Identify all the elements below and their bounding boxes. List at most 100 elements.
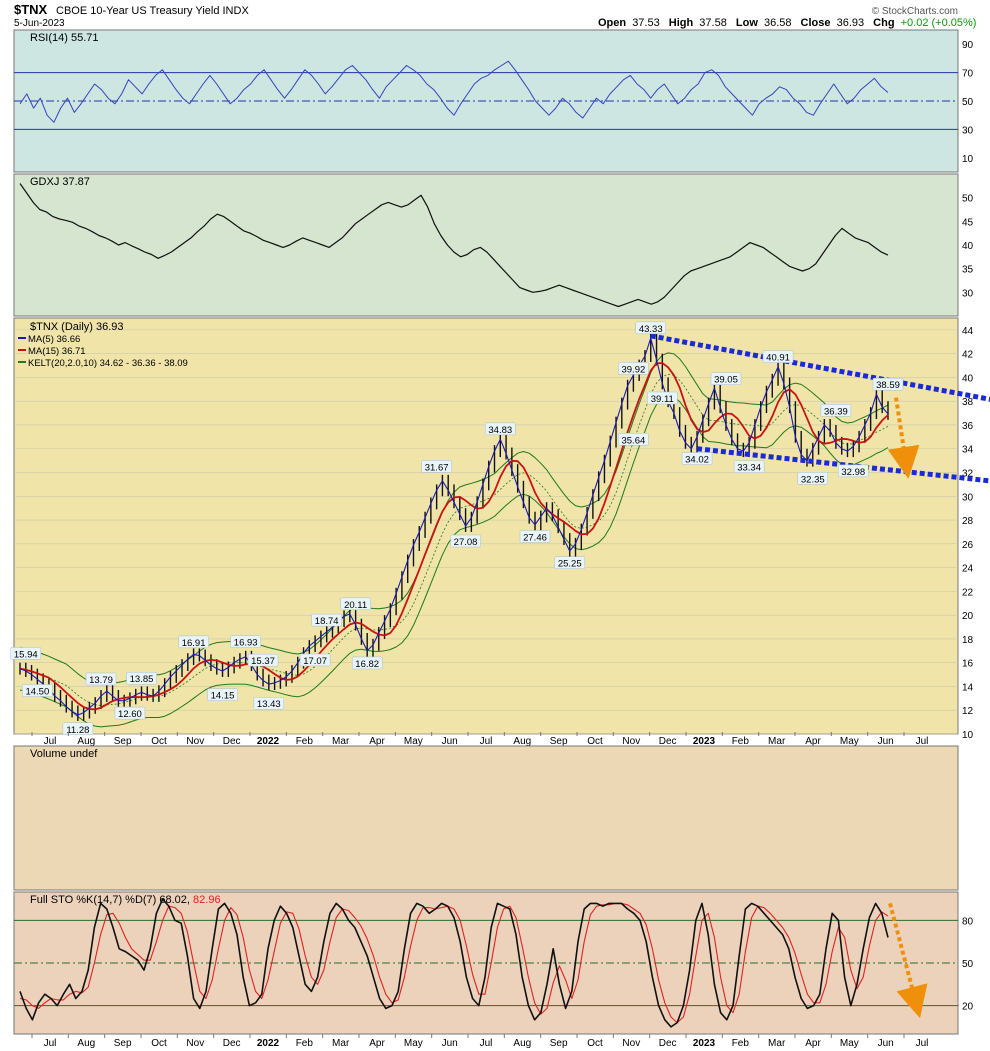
xaxis-top-label: 2022 (257, 736, 280, 747)
ma15-line (19, 362, 889, 711)
price-label-box (519, 530, 551, 543)
xaxis-bottom-label: Aug (513, 1038, 531, 1049)
xaxis-top-label: Oct (587, 736, 603, 747)
xaxis-bottom-label: Jul (480, 1038, 493, 1049)
price-label: 27.08 (454, 537, 478, 548)
tnx-series-legend: MA(15) 36.71 (28, 346, 86, 357)
close-value: 36.93 (837, 17, 865, 29)
xaxis-bottom-label: Apr (805, 1038, 821, 1049)
xaxis-bottom-label: Aug (77, 1038, 95, 1049)
price-label: 39.92 (621, 364, 645, 375)
tnx-axis-tick-label: 12 (962, 706, 974, 717)
price-label-box (340, 597, 371, 611)
tnx-axis-tick-label: 22 (962, 587, 974, 598)
xaxis-top-label: Dec (659, 736, 677, 747)
tnx-axis-tick-label: 24 (962, 564, 974, 575)
price-label-box (485, 422, 516, 436)
price-label-box (797, 472, 829, 485)
price-label-box (114, 706, 146, 720)
chg-label: Chg (873, 17, 894, 29)
xaxis-bottom-label: Apr (369, 1038, 385, 1049)
price-label-box (647, 391, 678, 405)
price-label-box (762, 350, 794, 363)
high-label: High (669, 17, 694, 29)
xaxis-top-label: May (840, 736, 859, 747)
tnx-axis-tick-label: 36 (962, 421, 974, 432)
price-label-box (178, 635, 209, 649)
xaxis-top-label: Feb (732, 736, 750, 747)
svg-text:Open 37.53 High: Open 37.53 High 37.58 Low 36.58 Close 36… (598, 17, 976, 29)
xaxis-top-label: Jun (442, 736, 458, 747)
xaxis-top-label: Apr (805, 736, 821, 747)
close-label: Close (801, 17, 831, 29)
tnx-axis-tick-label: 16 (962, 659, 974, 670)
sto-axis-tick-label: 80 (962, 916, 974, 927)
gdxj-panel-background (13, 173, 959, 317)
price-label: 43.33 (639, 324, 663, 335)
tnx-axis-tick-label: 44 (962, 326, 974, 337)
ohlc-readout: Open 37.53 High 37.58 Low 36.58 Close 36… (598, 17, 976, 29)
price-label: 13.85 (130, 674, 154, 685)
gdxj-axis-tick-label: 40 (962, 241, 974, 252)
xaxis-bottom-label: Dec (659, 1038, 677, 1049)
xaxis-top-label: Dec (223, 736, 241, 747)
tnx-series-legend: KELT(20,2.0,10) 34.62 - 36.36 - 38.09 (28, 358, 188, 369)
price-label: 13.79 (89, 675, 113, 686)
price-label-box (618, 362, 649, 375)
gdxj-axis-tick-label: 35 (962, 265, 974, 276)
rsi-legend: RSI(14) 55.71 (30, 32, 98, 44)
xaxis-top-label: Sep (550, 736, 568, 747)
xaxis-bottom-label: Jun (442, 1038, 458, 1049)
tnx-axis-tick-label: 34 (962, 445, 974, 456)
chg-value: +0.02 (+0.05%) (901, 17, 977, 29)
xaxis-bottom-label: Mar (768, 1038, 786, 1049)
rsi-axis-tick-label: 90 (962, 40, 974, 51)
price-label-box (253, 696, 285, 710)
rsi-axis-tick-label: 30 (962, 125, 974, 136)
price-label-box (247, 653, 279, 667)
price-label: 15.37 (251, 656, 275, 667)
gdxj-axis-tick-label: 50 (962, 194, 974, 205)
price-label-box (554, 556, 585, 569)
price-label: 33.34 (737, 463, 761, 474)
tnx-panel: 10 12 14 16 18 20 22 24 26 28 30 32 34 36 38 40 42 44 15.9… (10, 317, 990, 741)
xaxis-top-label: Nov (186, 736, 204, 747)
price-label-box (421, 460, 452, 473)
low-value: 36.58 (764, 17, 792, 29)
xaxis-top-label: 2023 (693, 736, 716, 747)
price-label: 31.67 (425, 462, 449, 473)
xaxis-bottom-label: May (404, 1038, 423, 1049)
price-label-box (126, 671, 157, 685)
gdxj-axis-tick-label: 45 (962, 217, 974, 228)
trendline-upper (650, 333, 990, 402)
price-label: 32.35 (801, 474, 825, 485)
price-label-box (681, 452, 713, 465)
rsi-panel: 10 30 50 70 90 RSI(14) 55.71 (13, 29, 974, 173)
price-label: 35.64 (621, 435, 645, 446)
sto-k-line (19, 898, 889, 1028)
rsi-axis-tick-label: 10 (962, 154, 974, 165)
low-label: Low (736, 17, 758, 29)
xaxis-top-label: Jul (480, 736, 493, 747)
xaxis-bottom-label: Feb (296, 1038, 314, 1049)
price-label-box (299, 653, 331, 667)
price-label-box (207, 688, 238, 701)
price-label: 13.43 (257, 699, 281, 710)
price-label-box (820, 404, 852, 417)
price-label: 32.98 (841, 467, 865, 478)
xaxis-top: Jul Aug Sep Oct Nov Dec 2022 Feb Mar Apr May Jun Jul… (31, 732, 928, 747)
volume-panel: Volume undef (13, 745, 959, 891)
xaxis-bottom-label: Sep (550, 1038, 568, 1049)
xaxis-bottom-label: Jul (916, 1038, 929, 1049)
price-label-box (22, 684, 53, 697)
gdxj-panel: 30 35 40 45 50 GDXJ 37.87 (13, 173, 974, 317)
xaxis-bottom-label: Jul (44, 1038, 57, 1049)
xaxis-bottom-label: Nov (186, 1038, 204, 1049)
price-label: 34.83 (488, 425, 512, 436)
price-label: 36.39 (824, 406, 848, 417)
price-label-box (872, 377, 904, 391)
xaxis-top-label: May (404, 736, 423, 747)
price-label: 39.05 (714, 375, 738, 386)
tnx-axis-tick-label: 32 (962, 469, 974, 480)
